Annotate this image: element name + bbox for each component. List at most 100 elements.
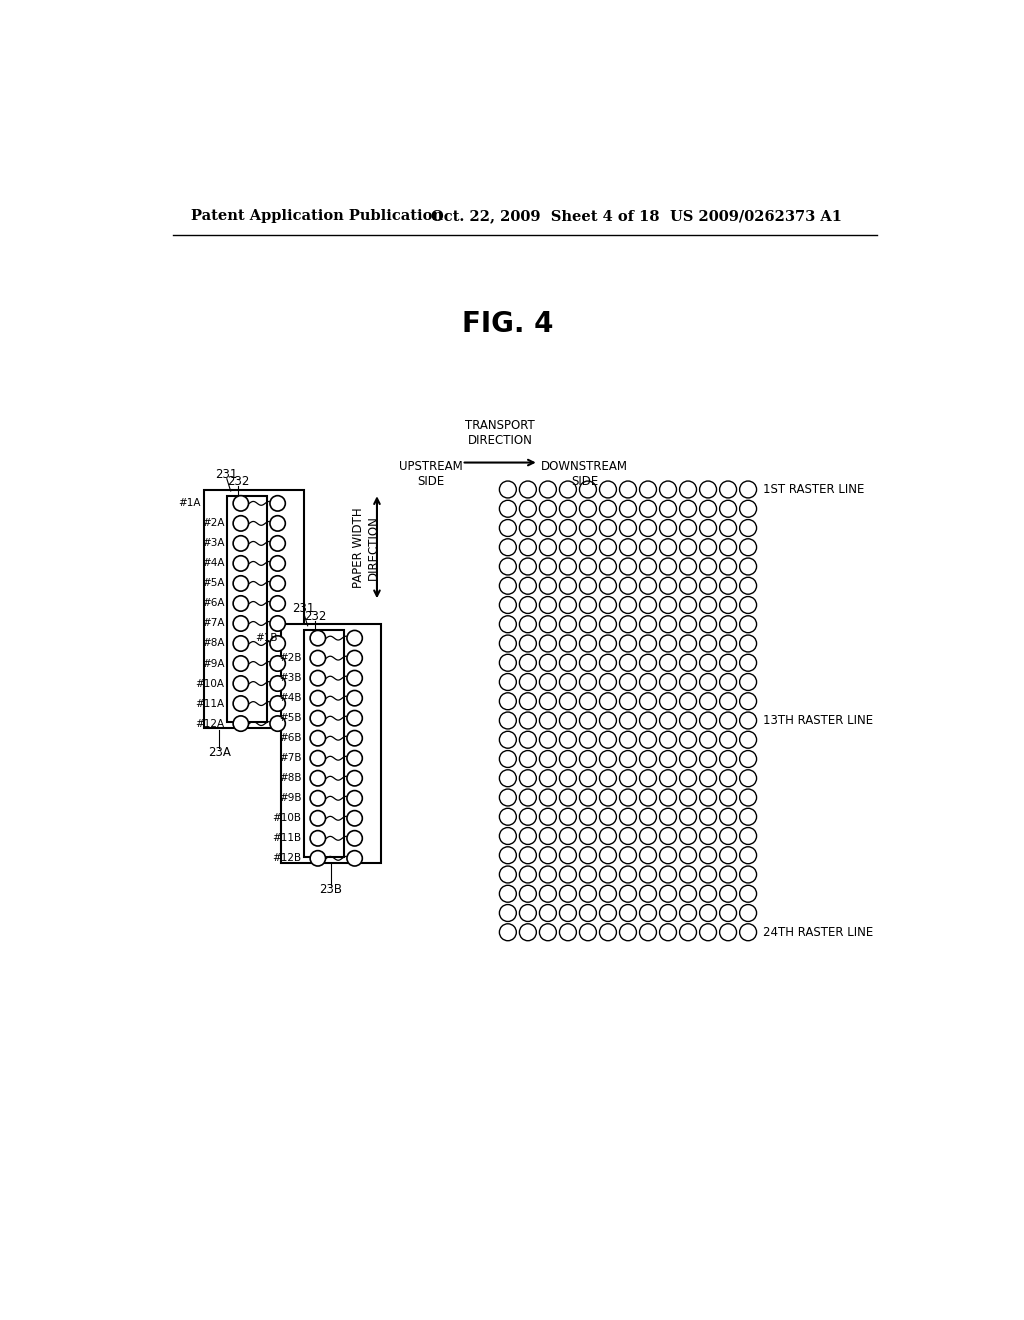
- Circle shape: [500, 866, 516, 883]
- Circle shape: [580, 597, 596, 614]
- Text: #6B: #6B: [279, 733, 301, 743]
- Circle shape: [739, 731, 757, 748]
- Circle shape: [640, 520, 656, 536]
- Text: 23B: 23B: [319, 883, 342, 896]
- Circle shape: [519, 597, 537, 614]
- Circle shape: [270, 656, 286, 672]
- Circle shape: [680, 520, 696, 536]
- Circle shape: [540, 731, 556, 748]
- Text: 1ST RASTER LINE: 1ST RASTER LINE: [763, 483, 864, 496]
- Circle shape: [680, 770, 696, 787]
- Circle shape: [580, 828, 596, 845]
- Text: Oct. 22, 2009  Sheet 4 of 18: Oct. 22, 2009 Sheet 4 of 18: [431, 209, 659, 223]
- Circle shape: [599, 558, 616, 576]
- Circle shape: [620, 577, 637, 594]
- Text: #11B: #11B: [272, 833, 301, 843]
- Circle shape: [599, 847, 616, 863]
- Circle shape: [519, 673, 537, 690]
- Circle shape: [620, 828, 637, 845]
- Circle shape: [559, 731, 577, 748]
- Circle shape: [519, 828, 537, 845]
- Circle shape: [720, 558, 736, 576]
- Circle shape: [270, 516, 286, 531]
- Circle shape: [559, 808, 577, 825]
- Circle shape: [519, 904, 537, 921]
- Circle shape: [620, 693, 637, 710]
- Circle shape: [699, 904, 717, 921]
- Circle shape: [347, 771, 362, 785]
- Circle shape: [739, 789, 757, 807]
- Circle shape: [720, 847, 736, 863]
- Circle shape: [559, 558, 577, 576]
- Circle shape: [559, 924, 577, 941]
- Circle shape: [519, 789, 537, 807]
- Circle shape: [559, 904, 577, 921]
- Circle shape: [540, 597, 556, 614]
- Circle shape: [659, 520, 677, 536]
- Circle shape: [519, 751, 537, 767]
- Circle shape: [347, 810, 362, 826]
- Text: 232: 232: [304, 610, 327, 623]
- Circle shape: [599, 539, 616, 556]
- Circle shape: [580, 847, 596, 863]
- Circle shape: [739, 886, 757, 903]
- Circle shape: [233, 696, 249, 711]
- Circle shape: [620, 673, 637, 690]
- Circle shape: [347, 830, 362, 846]
- Circle shape: [559, 577, 577, 594]
- Text: #8A: #8A: [202, 639, 224, 648]
- Circle shape: [347, 631, 362, 645]
- Circle shape: [659, 828, 677, 845]
- Bar: [304, 631, 344, 857]
- Circle shape: [739, 577, 757, 594]
- Circle shape: [599, 924, 616, 941]
- Circle shape: [680, 558, 696, 576]
- Circle shape: [659, 731, 677, 748]
- Circle shape: [680, 886, 696, 903]
- Circle shape: [540, 500, 556, 517]
- Circle shape: [699, 539, 717, 556]
- Circle shape: [720, 789, 736, 807]
- Circle shape: [599, 789, 616, 807]
- Circle shape: [620, 904, 637, 921]
- Text: FIG. 4: FIG. 4: [462, 310, 553, 338]
- Circle shape: [540, 751, 556, 767]
- Circle shape: [500, 770, 516, 787]
- Circle shape: [620, 731, 637, 748]
- Circle shape: [659, 693, 677, 710]
- Circle shape: [680, 711, 696, 729]
- Circle shape: [559, 673, 577, 690]
- Circle shape: [580, 673, 596, 690]
- Circle shape: [519, 480, 537, 498]
- Circle shape: [580, 866, 596, 883]
- Circle shape: [699, 847, 717, 863]
- Circle shape: [310, 710, 326, 726]
- Circle shape: [233, 536, 249, 552]
- Circle shape: [640, 655, 656, 671]
- Circle shape: [640, 673, 656, 690]
- Circle shape: [739, 655, 757, 671]
- Circle shape: [580, 635, 596, 652]
- Circle shape: [620, 520, 637, 536]
- Circle shape: [699, 828, 717, 845]
- Circle shape: [640, 808, 656, 825]
- Circle shape: [640, 847, 656, 863]
- Circle shape: [640, 828, 656, 845]
- Circle shape: [500, 558, 516, 576]
- Circle shape: [310, 730, 326, 746]
- Circle shape: [519, 655, 537, 671]
- Circle shape: [720, 711, 736, 729]
- Circle shape: [310, 810, 326, 826]
- Circle shape: [620, 866, 637, 883]
- Circle shape: [699, 480, 717, 498]
- Circle shape: [500, 789, 516, 807]
- Text: TRANSPORT
DIRECTION: TRANSPORT DIRECTION: [465, 420, 535, 447]
- Circle shape: [233, 615, 249, 631]
- Circle shape: [739, 751, 757, 767]
- Circle shape: [599, 904, 616, 921]
- Circle shape: [580, 615, 596, 632]
- Circle shape: [720, 480, 736, 498]
- Circle shape: [620, 789, 637, 807]
- Circle shape: [500, 886, 516, 903]
- Text: #2A: #2A: [202, 519, 224, 528]
